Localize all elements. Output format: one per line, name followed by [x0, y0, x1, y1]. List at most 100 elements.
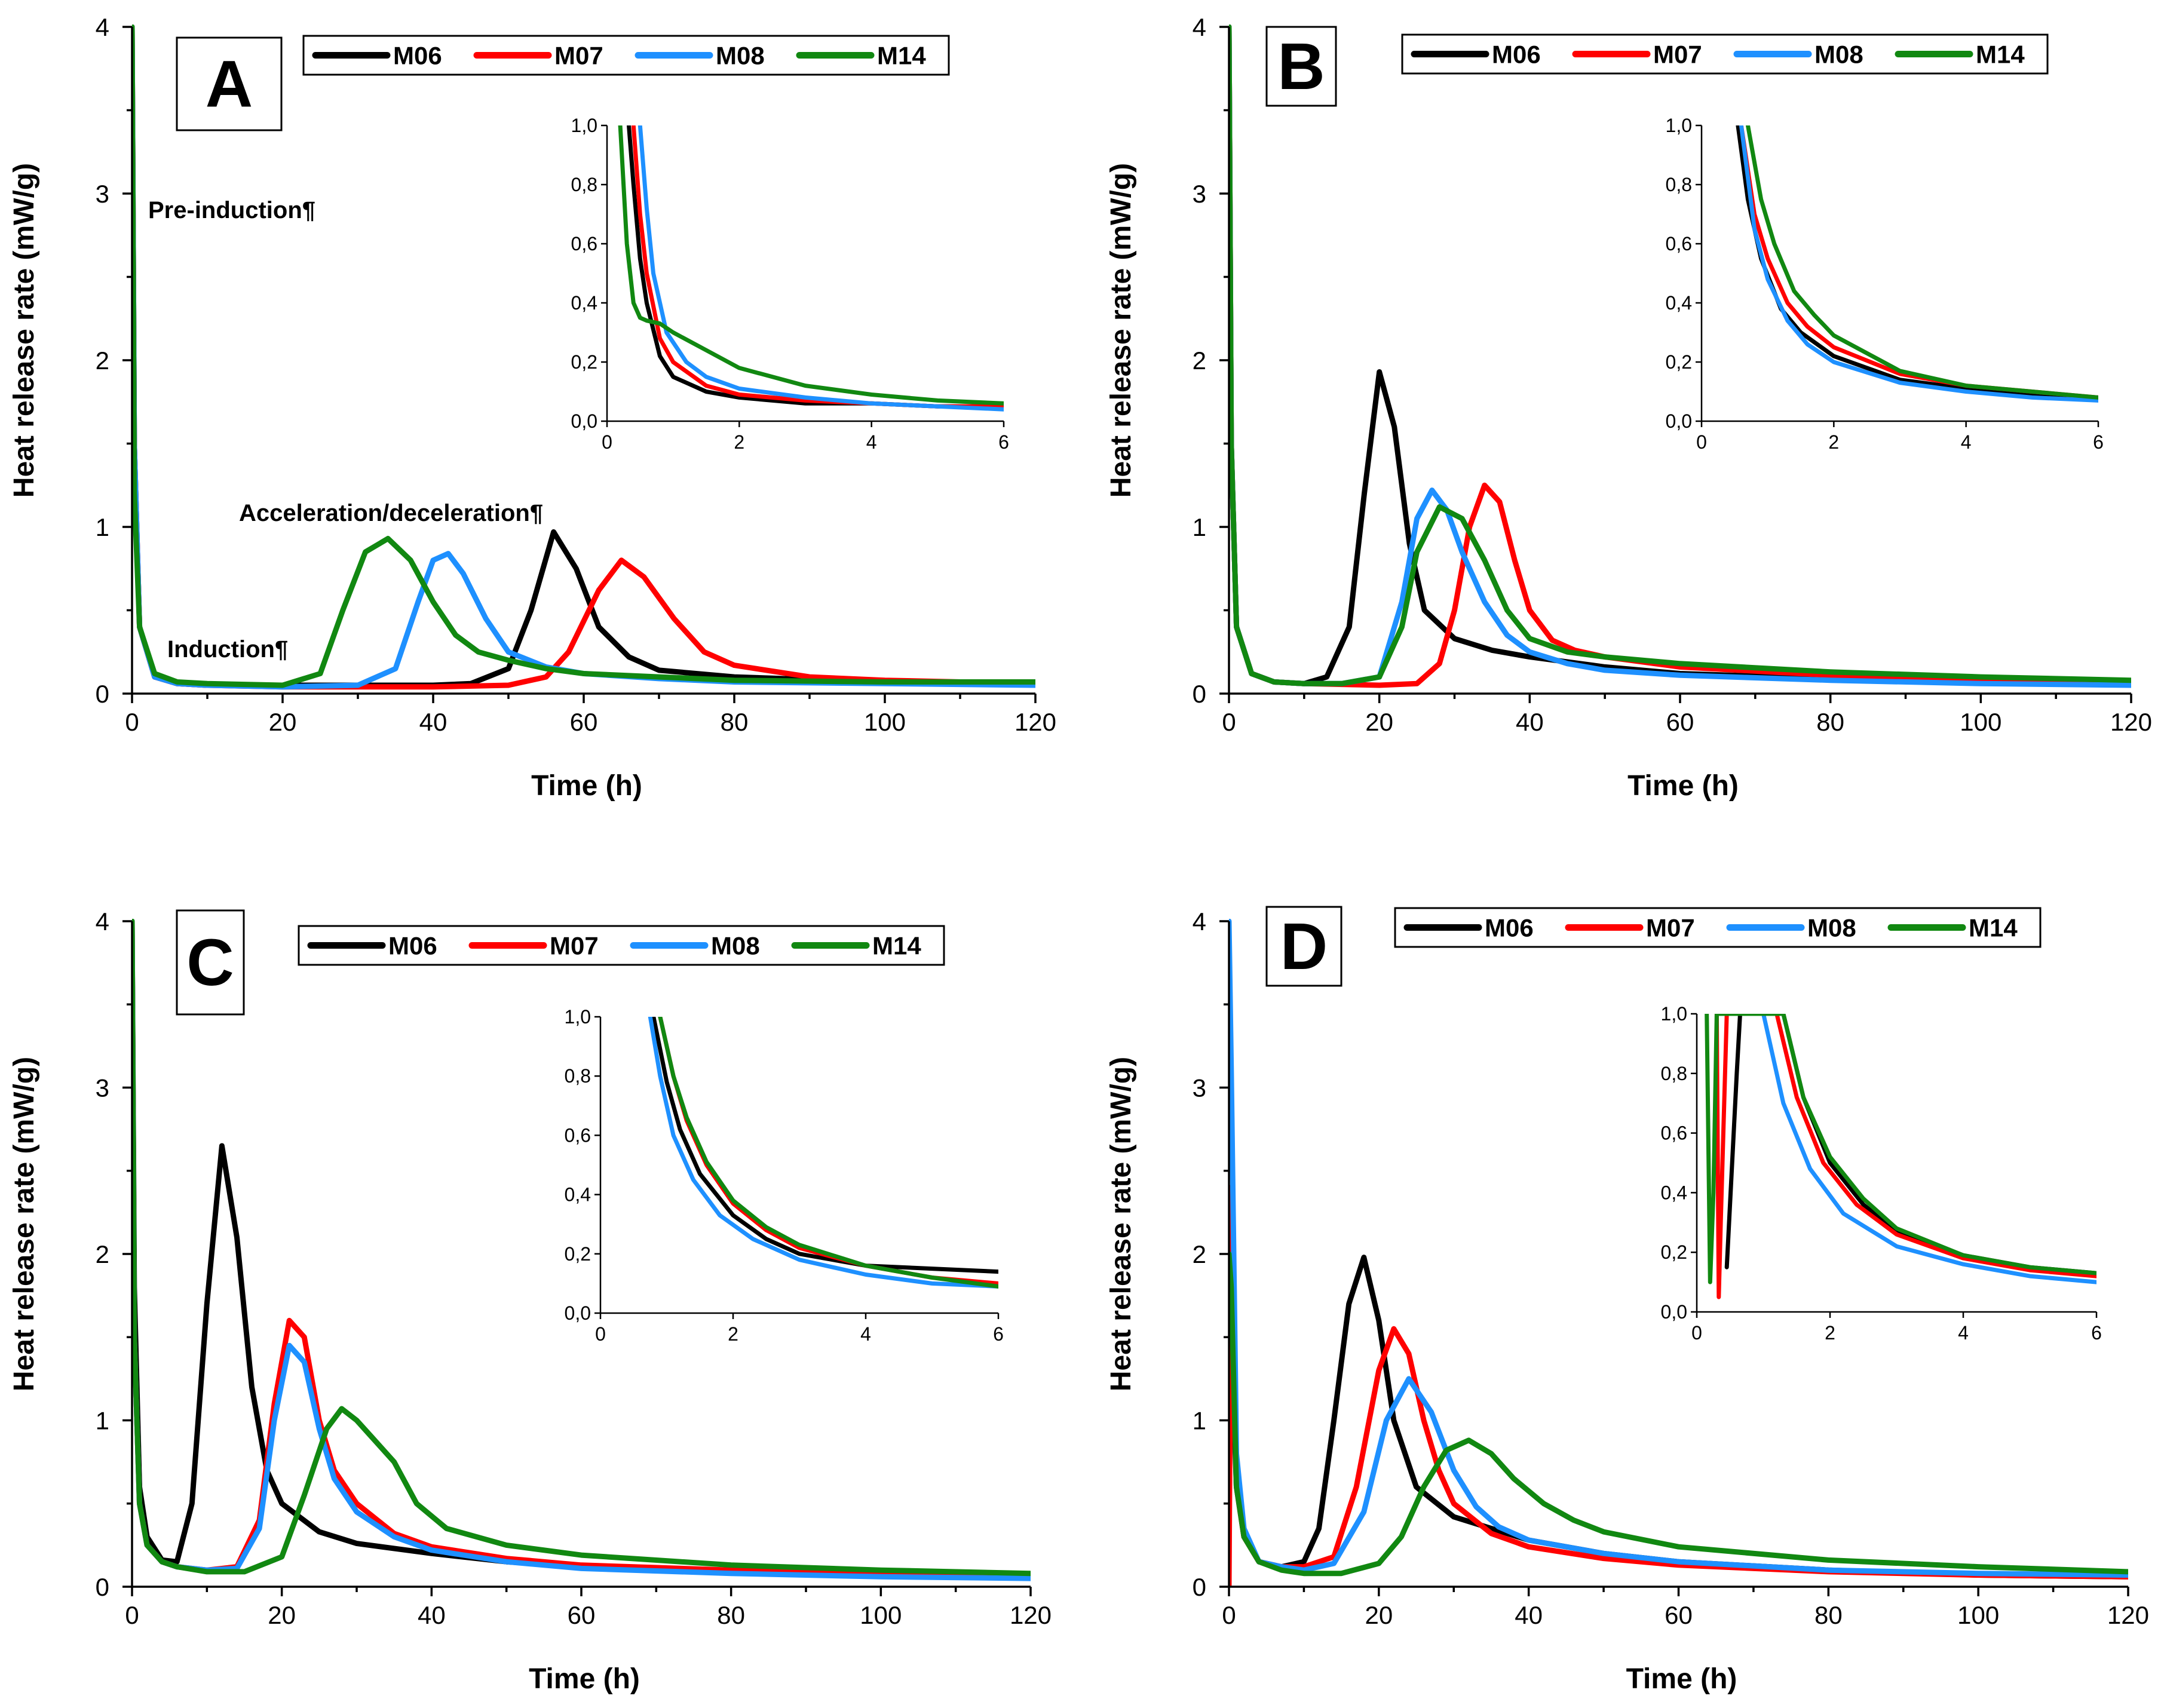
inset-y-tick-label: 0,8	[565, 1065, 591, 1087]
legend-label-m14: M14	[877, 42, 926, 70]
legend-label-m07: M07	[1646, 914, 1695, 942]
inset-x-tick-label: 0	[1696, 431, 1707, 453]
series-line-m14	[132, 919, 1031, 1577]
inset-series-line-m08	[1761, 1014, 2096, 1284]
x-tick-label: 20	[268, 1601, 296, 1629]
panel-letter-box	[176, 909, 245, 1016]
y-tick-label: 2	[96, 346, 109, 375]
legend-label-m06: M06	[1485, 914, 1534, 942]
series-group	[132, 919, 1031, 1581]
y-tick-label: 0	[96, 1573, 109, 1601]
inset-y-tick-label: 0,4	[1666, 292, 1692, 314]
y-tick-label: 4	[96, 13, 109, 41]
inset-y-tick-label: 0,2	[565, 1243, 591, 1265]
series-group	[132, 24, 1035, 690]
legend-label-m07: M07	[1653, 41, 1702, 69]
y-tick-label: 2	[1193, 1240, 1206, 1268]
legend-label-m06: M06	[393, 42, 442, 70]
y-tick-label: 3	[96, 180, 109, 208]
inset-series-line-m08	[1739, 125, 2098, 403]
legend-label-m07: M07	[554, 42, 603, 70]
x-tick-label: 20	[1365, 1601, 1393, 1629]
inset-x-tick-label: 4	[860, 1323, 871, 1345]
panel-letter: A	[206, 48, 253, 121]
inset-y-tick-label: 0,0	[1666, 410, 1692, 432]
legend-label-m14: M14	[872, 932, 921, 960]
y-tick-label: 1	[96, 1407, 109, 1435]
inset-series-line-m14	[658, 1017, 998, 1289]
y-tick-label: 4	[1193, 907, 1206, 936]
x-tick-label: 120	[2107, 1601, 2149, 1629]
legend-label-m14: M14	[1969, 914, 2018, 942]
inset-series-line-m08	[637, 125, 1004, 412]
x-tick-label: 100	[864, 708, 906, 736]
y-tick-label: 2	[1193, 346, 1206, 375]
x-tick-label: 80	[1816, 708, 1844, 736]
inset-series-line-m14	[1746, 125, 2098, 400]
inset-series-line-m07	[1714, 1014, 2096, 1299]
x-tick-label: 80	[1814, 1601, 1843, 1629]
y-axis-title: Heat release rate (mW/g)	[8, 163, 40, 498]
inset-series-group	[1705, 1014, 2096, 1299]
legend-label-m14: M14	[1976, 41, 2025, 69]
x-tick-label: 0	[1222, 708, 1236, 736]
y-tick-label: 1	[1193, 513, 1206, 541]
x-tick-label: 40	[418, 1601, 446, 1629]
y-tick-label: 1	[1193, 1407, 1206, 1435]
inset-series-line-m06	[651, 1017, 998, 1274]
x-axis-title: Time (h)	[529, 1663, 640, 1695]
inset-x-tick-label: 4	[1961, 431, 1972, 453]
x-tick-label: 40	[419, 708, 447, 736]
inset-y-tick-label: 0,2	[1661, 1241, 1687, 1263]
x-tick-label: 100	[860, 1601, 902, 1629]
inset-x-tick-label: 0	[1691, 1322, 1702, 1344]
legend-label-m08: M08	[1814, 41, 1863, 69]
inset-x-tick-label: 2	[734, 431, 744, 453]
panel-letter-box	[1265, 906, 1342, 987]
inset-x-tick-label: 6	[993, 1323, 1004, 1345]
inset-x-tick-label: 2	[728, 1323, 738, 1345]
legend: M06 M07 M08 M14	[298, 925, 945, 966]
x-tick-label: 60	[570, 708, 598, 736]
inset-y-tick-label: 0,4	[571, 292, 597, 314]
inset-series-line-m07	[658, 1017, 998, 1286]
inset-y-tick-label: 0,0	[565, 1302, 591, 1324]
annotation-label: Pre-induction¶	[148, 197, 315, 223]
y-tick-label: 0	[1193, 680, 1206, 708]
series-line-m14	[132, 24, 1035, 688]
x-tick-label: 120	[2110, 708, 2152, 736]
inset-y-tick-label: 0,8	[1661, 1063, 1687, 1084]
inset-y-tick-label: 0,6	[1666, 233, 1692, 254]
inset-x-tick-label: 0	[602, 431, 612, 453]
x-tick-label: 0	[125, 1601, 139, 1629]
y-tick-label: 2	[96, 1240, 109, 1268]
inset-y-tick-label: 0,2	[1666, 351, 1692, 373]
legend-label-m08: M08	[716, 42, 765, 70]
inset-y-tick-label: 0,4	[565, 1184, 591, 1206]
legend-label-m08: M08	[1807, 914, 1856, 942]
inset-x-tick-label: 6	[2093, 431, 2104, 453]
inset-x-tick-label: 4	[1958, 1322, 1969, 1344]
annotation-label: Acceleration/deceleration¶	[239, 500, 543, 526]
series-group	[1229, 919, 2128, 1587]
legend: M06 M07 M08 M14	[302, 35, 950, 76]
panel-letter: C	[186, 926, 234, 999]
x-tick-label: 80	[721, 708, 749, 736]
inset-y-tick-label: 1,0	[1661, 1003, 1687, 1025]
inset-y-tick-label: 1,0	[571, 115, 597, 136]
inset-series-line-m08	[648, 1017, 998, 1289]
legend-label-m07: M07	[550, 932, 599, 960]
y-tick-label: 4	[1193, 13, 1206, 41]
y-tick-label: 1	[96, 513, 109, 541]
inset-x-tick-label: 6	[2091, 1322, 2102, 1344]
y-axis-title: Heat release rate (mW/g)	[8, 1057, 40, 1391]
x-axis-title: Time (h)	[1627, 770, 1739, 802]
x-axis-title: Time (h)	[1626, 1663, 1737, 1695]
inset: 0 2 4 6 0,0 0,2 0,4 0,6 0,8 1,0	[1666, 115, 2104, 453]
inset-y-tick-label: 0,8	[571, 174, 597, 195]
